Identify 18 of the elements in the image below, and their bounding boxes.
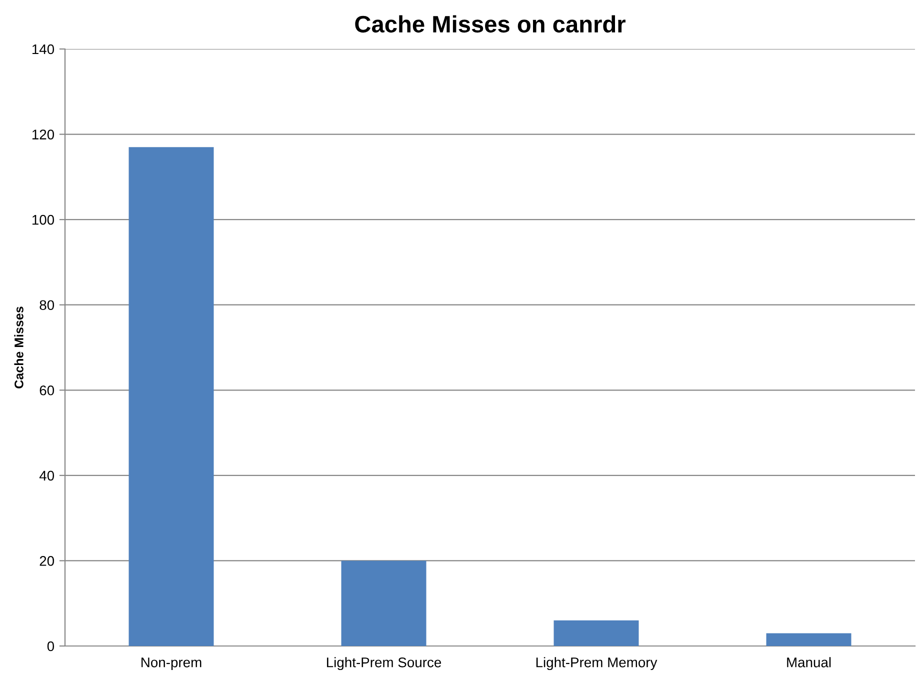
y-tick-label: 0 <box>47 641 54 652</box>
x-tick-label: Light-Prem Memory <box>536 657 658 670</box>
x-tick-label: Non-prem <box>142 658 202 670</box>
y-axis-title: Cache Misses <box>14 306 24 388</box>
bar <box>128 147 214 646</box>
chart-title: Cache Misses on canrdr <box>355 15 626 33</box>
bar <box>554 620 639 646</box>
y-tick-label: 40 <box>39 470 54 481</box>
y-tick-label: 140 <box>32 44 54 54</box>
bar <box>341 560 426 646</box>
x-tick-label: Manual <box>787 657 831 668</box>
y-tick-label: 60 <box>40 385 54 396</box>
bar <box>766 633 852 646</box>
y-tick-label: 80 <box>40 300 54 310</box>
x-tick-label: Light-Prem Source <box>327 657 442 670</box>
y-tick-label: 100 <box>32 214 54 225</box>
y-tick-label: 120 <box>32 130 54 140</box>
y-tick-label: 20 <box>40 556 54 566</box>
